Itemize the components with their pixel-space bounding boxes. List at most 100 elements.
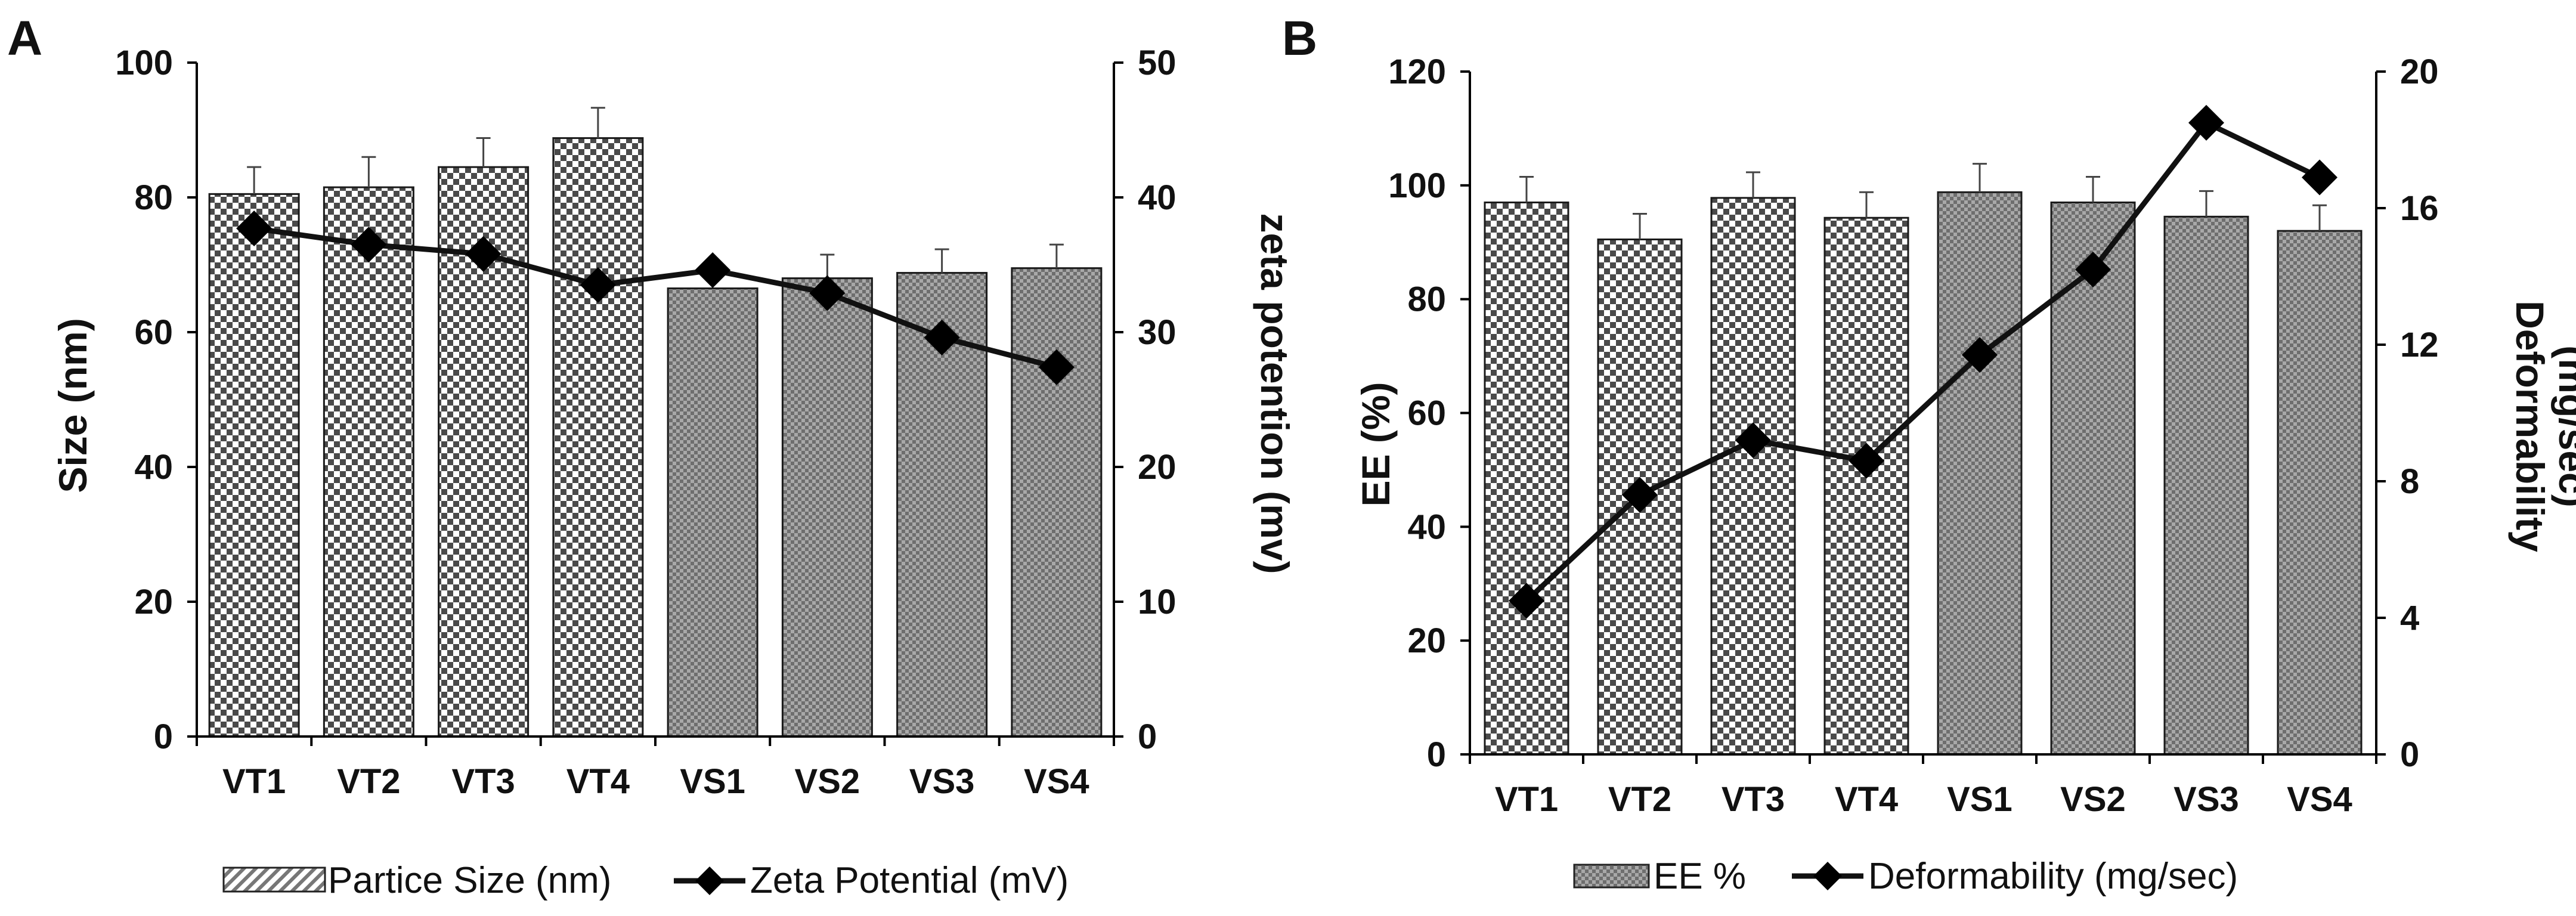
x-tick-label: VS2 [795, 762, 860, 801]
right-tick-label: 50 [1138, 44, 1176, 82]
x-tick-label: VS2 [2060, 780, 2126, 819]
x-tick-label: VT2 [337, 762, 400, 801]
left-tick-label: 40 [134, 448, 173, 487]
bar-vs2 [781, 277, 873, 738]
x-tick-label: VS3 [909, 762, 975, 801]
panel-a-right-axis-title: zeta potention (mv) [1253, 213, 1297, 574]
bar-vt1 [1484, 201, 1569, 756]
panel-a-error-bars [247, 107, 1064, 278]
legend-label-particle-size: Partice Size (nm) [328, 860, 611, 901]
panel-b-right-axis-title-line-1: Deformability [2508, 301, 2552, 552]
point-vt2 [1622, 476, 1658, 513]
panel-b-error-bars [1519, 163, 2327, 240]
x-tick-label: VT1 [1495, 780, 1558, 819]
x-tick-label: VT1 [222, 762, 286, 801]
x-tick-label: VT3 [1722, 780, 1785, 819]
bar-vs1 [1937, 191, 2023, 756]
right-tick-label: 0 [1138, 717, 1157, 756]
panel-a-axes [196, 63, 1115, 746]
legend-label-deformability: Deformability (mg/sec) [1868, 856, 2238, 897]
point-vt1 [1509, 583, 1544, 619]
x-tick-label: VS3 [2174, 780, 2239, 819]
point-vs2 [2075, 252, 2111, 288]
series-line [253, 225, 1058, 370]
right-tick-label: 0 [2400, 735, 2419, 774]
left-tick-label: 0 [1427, 735, 1446, 774]
right-tick-label: 4 [2400, 599, 2419, 638]
bar-vt3 [1710, 197, 1796, 756]
panel-a-ticks: 0 20 40 60 80 100 0 10 20 30 40 50 VT1 VT2 VT3 VT4 VS1 VS… [115, 44, 1176, 801]
left-tick-label: 60 [1407, 394, 1446, 433]
bar-vs4 [1011, 267, 1103, 738]
bar-vs2 [2050, 201, 2136, 756]
point-vt4 [1849, 442, 1884, 479]
bar-vs1 [667, 287, 758, 738]
right-tick-label: 40 [1138, 178, 1176, 217]
panel-b-left-axis-title: EE (%) [1354, 382, 1398, 506]
panel-b-legend: EE % Deformability (mg/sec) [1573, 856, 2238, 897]
point-vt3 [1735, 422, 1771, 459]
point-vs1 [1962, 337, 1998, 373]
bar-vt4 [552, 137, 644, 738]
series-line [1524, 119, 2321, 603]
panel-b: B EE (%) Deformability (mg/sec) 02040608… [1282, 11, 2576, 897]
bar-vs3 [2163, 215, 2249, 756]
legend-marker-zeta [695, 867, 724, 895]
x-tick-label: VS4 [1024, 762, 1089, 801]
x-tick-label: VT4 [1835, 780, 1898, 819]
left-tick-label: 20 [134, 583, 173, 621]
point-vs3 [924, 320, 960, 356]
point-vt1 [236, 210, 273, 246]
point-vs4 [2302, 159, 2337, 196]
x-tick-label: VS1 [1947, 780, 2012, 819]
left-tick-label: 80 [134, 178, 173, 217]
legend-marker-deformability [1813, 862, 1842, 890]
bar-vt1 [208, 193, 300, 738]
bar-vs4 [2277, 230, 2363, 756]
left-tick-label: 20 [1407, 621, 1446, 660]
left-tick-label: 120 [1388, 52, 1446, 91]
panel-a-legend: Partice Size (nm) Zeta Potential (mV) [222, 860, 1069, 901]
x-tick-label: VT4 [566, 762, 630, 801]
right-tick-label: 20 [2400, 52, 2439, 91]
x-tick-label: VS4 [2287, 780, 2352, 819]
right-tick-label: 10 [1138, 583, 1176, 621]
x-tick-label: VS1 [680, 762, 745, 801]
panel-b-right-axis-title-line-2: (mg/sec) [2551, 345, 2576, 507]
left-tick-label: 80 [1407, 280, 1446, 319]
right-tick-label: 20 [1138, 448, 1176, 487]
panel-a-bars [208, 137, 1103, 738]
point-vs1 [695, 252, 731, 289]
panel-b-bars [1484, 191, 2363, 756]
left-tick-label: 100 [115, 44, 173, 82]
left-tick-label: 100 [1388, 166, 1446, 205]
bar-vt2 [323, 186, 414, 738]
panel-a-left-axis-title: Size (nm) [51, 318, 95, 493]
point-vt3 [465, 236, 501, 272]
bar-vt4 [1823, 216, 1909, 756]
right-tick-label: 16 [2400, 189, 2439, 228]
point-vs4 [1038, 349, 1075, 385]
point-vs2 [809, 275, 846, 311]
point-vt4 [580, 267, 616, 303]
legend-swatch-ee [1573, 864, 1650, 889]
point-vs3 [2188, 104, 2224, 141]
panel-b-label: B [1282, 11, 1317, 66]
panel-b-deformability-line [1509, 104, 2337, 619]
right-tick-label: 30 [1138, 313, 1176, 352]
panel-a-zeta-line [236, 210, 1075, 385]
point-vt2 [351, 227, 387, 263]
panel-a-label: A [7, 11, 42, 66]
left-tick-label: 60 [134, 313, 173, 352]
legend-swatch-particle-size [222, 867, 326, 893]
x-tick-label: VT3 [451, 762, 515, 801]
left-tick-label: 40 [1407, 507, 1446, 546]
legend-label-zeta: Zeta Potential (mV) [750, 860, 1069, 901]
panel-a: A Size (nm) zeta potention (mv) 0 20 40 60 8… [7, 11, 1297, 901]
right-tick-label: 8 [2400, 462, 2419, 501]
x-tick-label: VT2 [1608, 780, 1671, 819]
legend-label-ee: EE % [1654, 856, 1746, 897]
right-tick-label: 12 [2400, 326, 2439, 364]
left-tick-label: 0 [154, 717, 173, 756]
